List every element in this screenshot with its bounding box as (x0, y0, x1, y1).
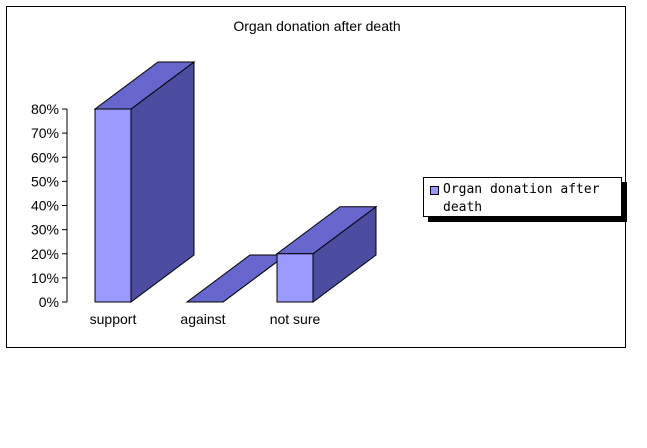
chart-title: Organ donation after death (233, 18, 400, 34)
legend-label: Organ donation after death (443, 182, 600, 215)
y-tick-label: 30% (31, 222, 59, 238)
y-tick-label: 80% (31, 101, 59, 117)
bar-top-face (185, 254, 288, 303)
bars (93, 61, 378, 303)
bar-support (93, 61, 196, 303)
legend-swatch (430, 186, 439, 195)
y-axis: 0% 10% 20% 30% 40% 50% 60% 70% 80% (31, 101, 68, 310)
x-axis-categories: support against not sure (90, 311, 321, 327)
y-tick-label: 40% (31, 198, 59, 214)
y-tick-label: 20% (31, 246, 59, 262)
bar-against (185, 254, 288, 303)
y-tick-label: 0% (39, 294, 59, 310)
bar-front-face (276, 253, 314, 303)
category-label: support (90, 311, 137, 327)
category-label: not sure (270, 311, 321, 327)
y-tick-label: 60% (31, 149, 59, 165)
y-tick-label: 10% (31, 270, 59, 286)
y-tick-label: 50% (31, 173, 59, 189)
legend: Organ donation after death (423, 177, 622, 217)
bar-not-sure (275, 205, 378, 303)
category-label: against (180, 311, 225, 327)
y-tick-label: 70% (31, 125, 59, 141)
bar-front-face (94, 108, 132, 303)
